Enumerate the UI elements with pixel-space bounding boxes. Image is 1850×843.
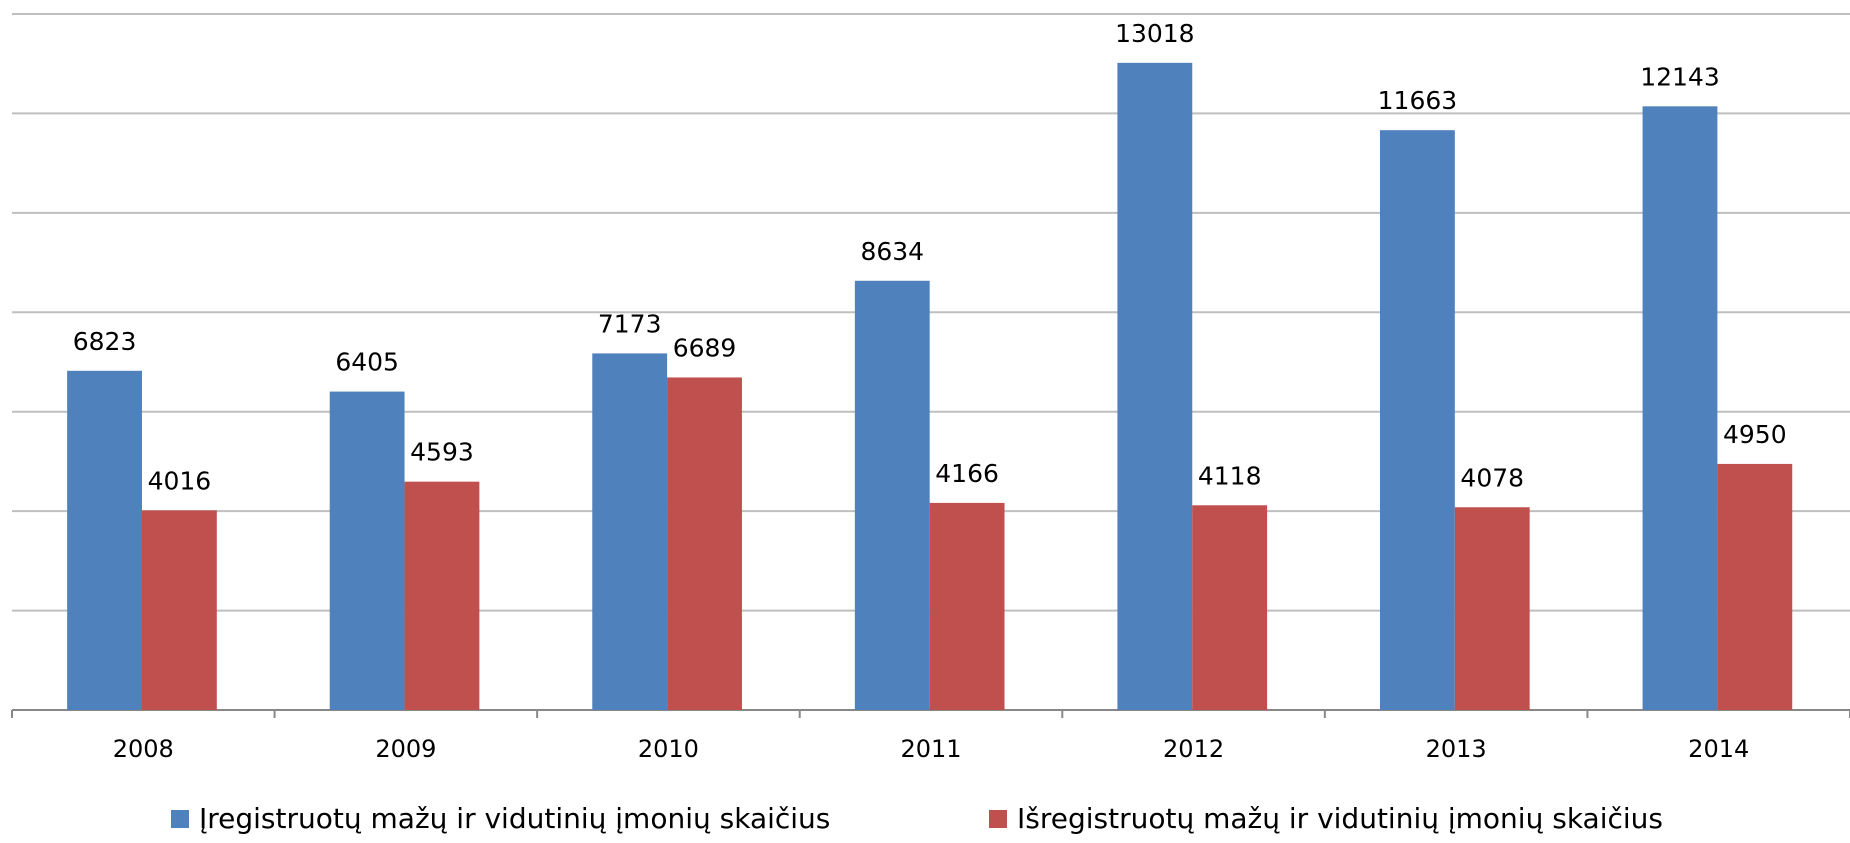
data-label: 11663 xyxy=(1378,86,1458,115)
bar xyxy=(1717,463,1793,710)
bar xyxy=(1454,507,1530,710)
legend-label: Įregistruotų mažų ir vidutinių įmonių sk… xyxy=(199,802,830,835)
x-tick-label: 2011 xyxy=(900,735,961,763)
data-label: 4016 xyxy=(148,466,212,495)
data-label: 4118 xyxy=(1198,461,1262,490)
x-tick-label: 2013 xyxy=(1426,735,1487,763)
bar xyxy=(1117,62,1193,710)
bar xyxy=(67,370,142,710)
data-label: 13018 xyxy=(1115,19,1195,48)
x-tick-label: 2010 xyxy=(638,735,699,763)
bar xyxy=(854,280,930,710)
bar xyxy=(592,353,668,710)
data-label: 4950 xyxy=(1723,420,1787,449)
bar xyxy=(329,391,405,710)
data-label: 4078 xyxy=(1460,463,1524,492)
x-tick-label: 2012 xyxy=(1163,735,1224,763)
legend-label: Išregistruotų mažų ir vidutinių įmonių s… xyxy=(1017,802,1663,835)
data-label: 6689 xyxy=(673,333,737,362)
bar xyxy=(1379,130,1455,711)
x-tick-label: 2014 xyxy=(1688,735,1749,763)
bar xyxy=(667,377,742,710)
data-label: 7173 xyxy=(598,309,662,338)
x-tick-label: 2009 xyxy=(375,735,436,763)
data-label: 8634 xyxy=(860,237,924,266)
bar xyxy=(1192,505,1268,710)
x-tick-label: 2008 xyxy=(113,735,174,763)
legend-swatch xyxy=(171,810,189,828)
bar xyxy=(404,481,480,710)
data-label: 12143 xyxy=(1640,62,1720,91)
data-label: 4593 xyxy=(410,438,474,467)
bar xyxy=(141,510,217,710)
legend-swatch xyxy=(989,810,1007,828)
data-label: 6823 xyxy=(73,327,137,356)
data-label: 4166 xyxy=(935,459,999,488)
data-label: 6405 xyxy=(335,348,399,377)
bar xyxy=(929,502,1005,710)
bar xyxy=(1642,106,1718,710)
